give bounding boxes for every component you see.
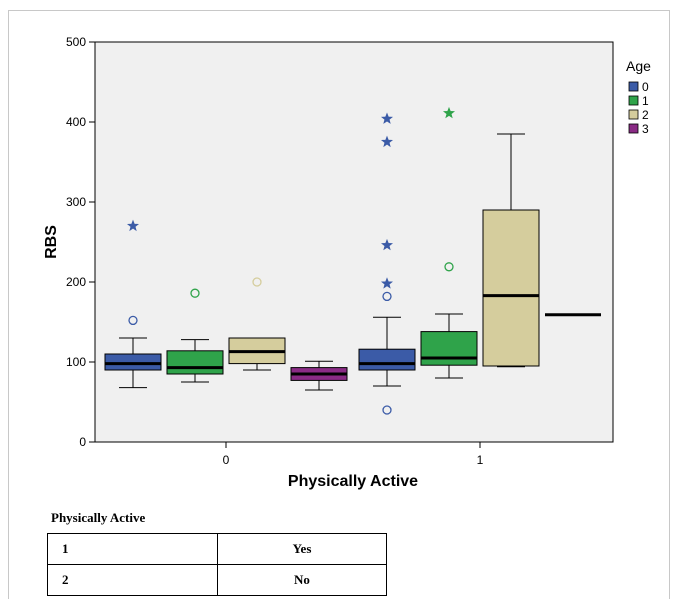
legend-label: 2	[642, 108, 649, 122]
table-cell-code: 2	[47, 564, 218, 596]
legend-label: 3	[642, 122, 649, 136]
box-0-1	[358, 112, 416, 415]
y-tick-label: 0	[79, 435, 86, 449]
x-axis-title: Physically Active	[288, 473, 418, 490]
table-cell-code: 1	[47, 533, 218, 565]
legend-swatch	[628, 109, 639, 120]
outlier-point	[252, 277, 262, 287]
y-axis-title: RBS	[43, 225, 60, 259]
y-tick-label: 100	[66, 355, 86, 369]
legend-label: 1	[642, 94, 649, 108]
box-iqr	[358, 348, 416, 371]
x-tick-label: 1	[477, 453, 484, 467]
y-tick-label: 300	[66, 195, 86, 209]
extreme-point	[380, 112, 394, 124]
box-1-1	[420, 106, 478, 379]
legend-swatch	[628, 123, 639, 134]
box-iqr	[104, 353, 162, 371]
outlier-point	[190, 288, 200, 298]
extreme-point	[380, 277, 394, 289]
box-iqr	[166, 350, 224, 375]
y-tick-label: 200	[66, 275, 86, 289]
box-iqr	[420, 331, 478, 366]
y-tick-label: 400	[66, 115, 86, 129]
legend-title: Age	[626, 58, 651, 74]
table-cell-meaning: No	[217, 564, 387, 596]
extreme-point	[380, 135, 394, 148]
x-tick-label: 0	[223, 453, 230, 467]
extreme-point	[442, 106, 456, 119]
box-2-0	[228, 277, 286, 371]
box-iqr	[482, 209, 540, 367]
outlier-point	[382, 405, 392, 415]
box-3-0	[290, 360, 348, 391]
table-row: 2 No	[47, 564, 387, 596]
code-table: 1 Yes 2 No	[47, 533, 387, 596]
legend-swatch	[628, 95, 639, 106]
outlier-point	[128, 315, 138, 326]
table-cell-meaning: Yes	[217, 533, 387, 565]
y-tick-label: 500	[66, 35, 86, 49]
table-row: 1 Yes	[47, 533, 387, 565]
extreme-point	[380, 238, 394, 251]
axes: 0 100 200 300 400 500 0 1	[66, 35, 484, 467]
box-1-0	[166, 288, 224, 383]
outlier-point	[382, 291, 392, 302]
outlier-point	[444, 262, 454, 272]
legend-label: 0	[642, 80, 649, 94]
box-2-1	[482, 133, 540, 368]
figure-frame	[8, 10, 670, 599]
box-0-0	[104, 219, 162, 389]
extreme-point	[126, 219, 140, 232]
legend-swatch	[628, 81, 639, 92]
boxes	[104, 106, 601, 415]
table-caption: Physically Active	[51, 510, 146, 525]
